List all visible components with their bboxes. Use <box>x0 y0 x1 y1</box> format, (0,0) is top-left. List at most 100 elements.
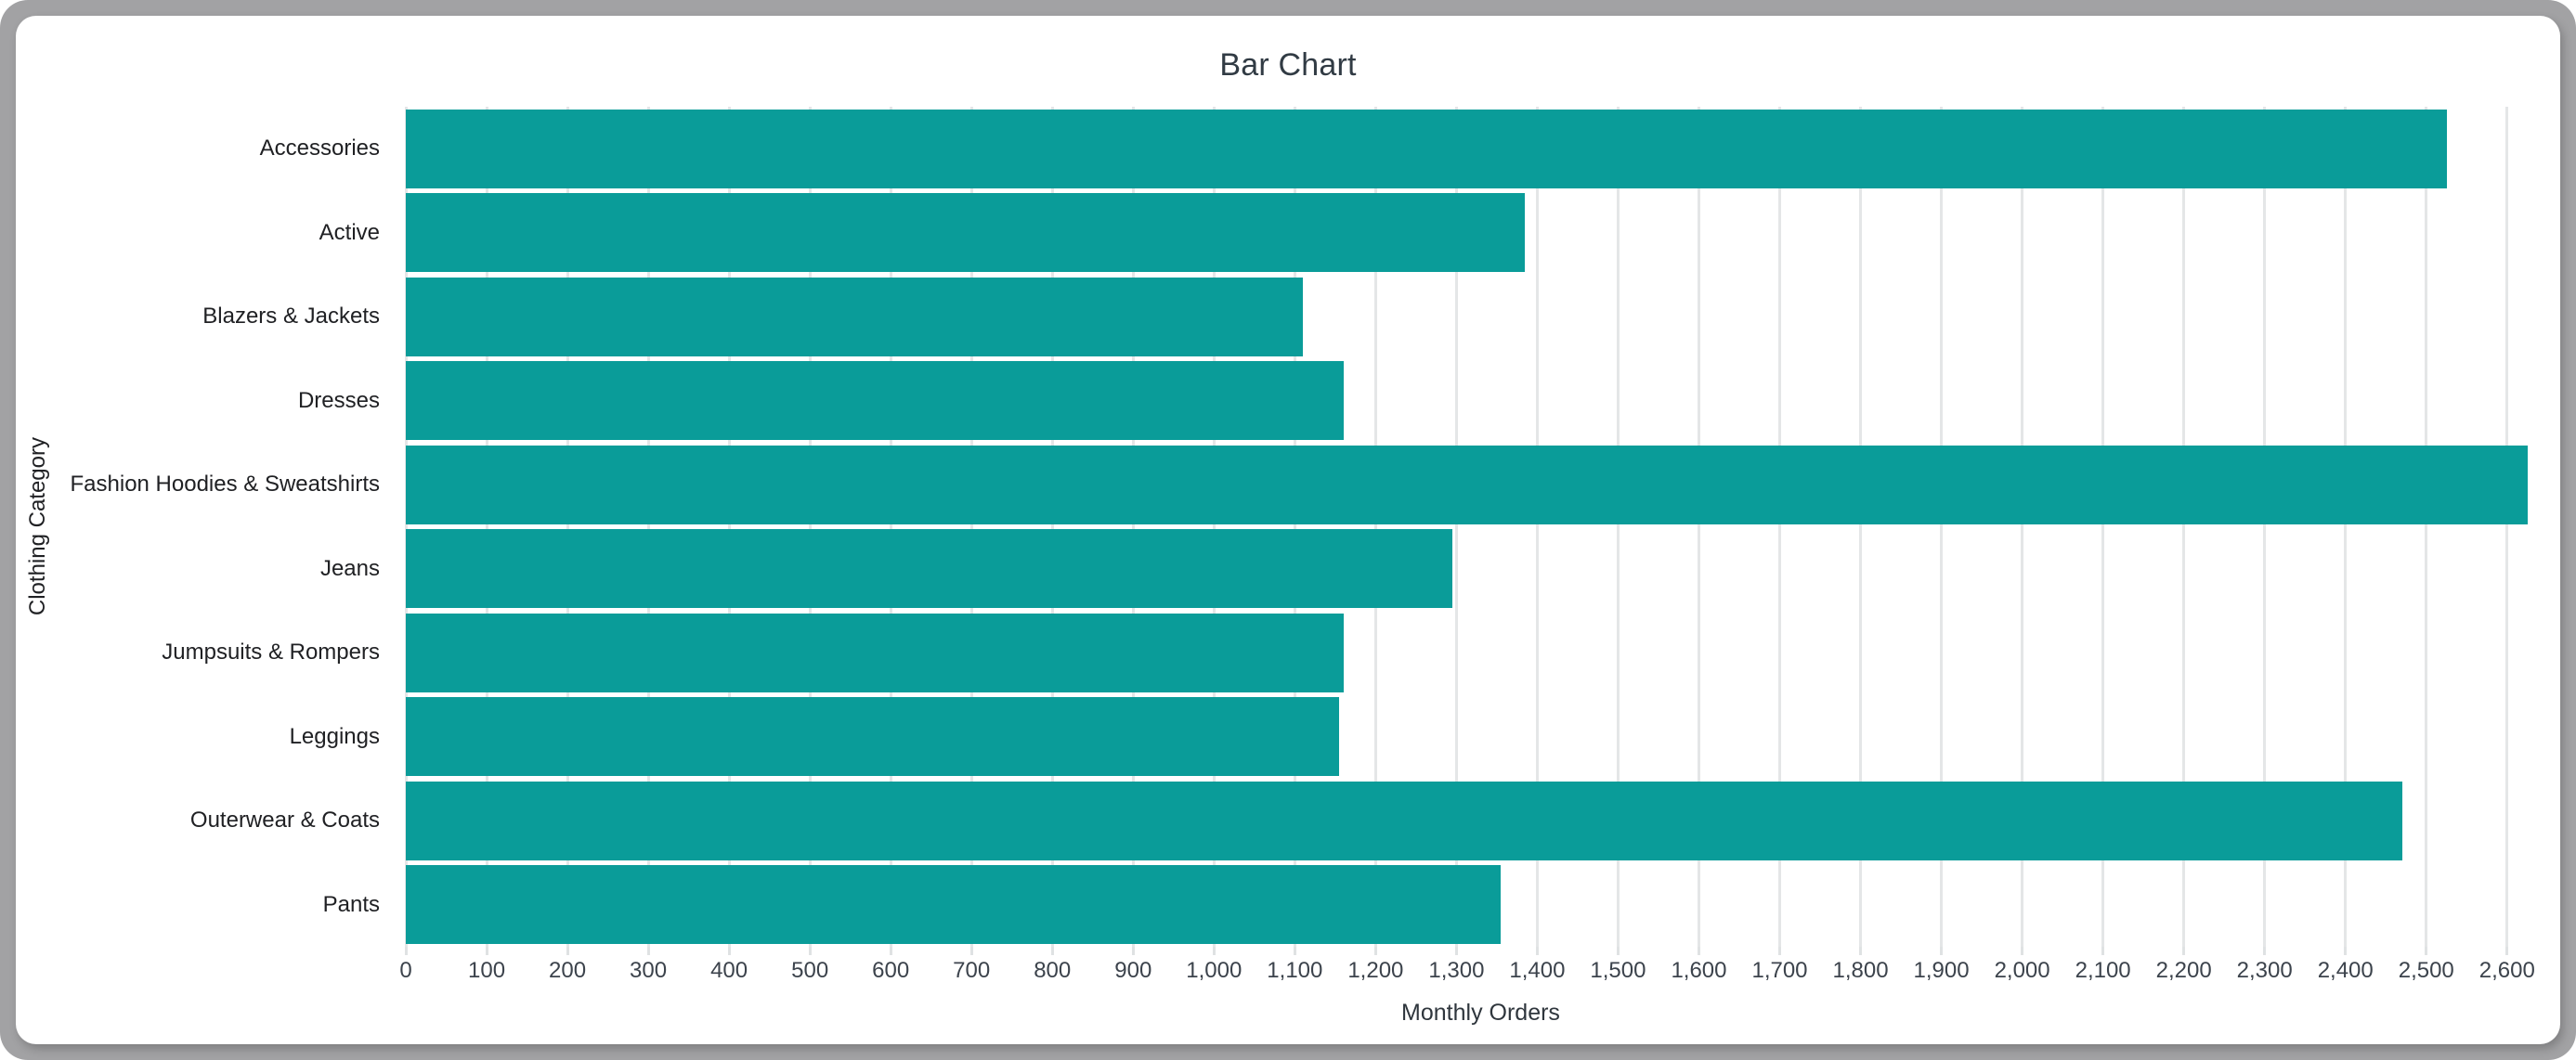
x-tick-label-1700: 1,700 <box>1751 958 1808 983</box>
x-tick-label-0: 0 <box>399 958 412 983</box>
gridline-500 <box>808 107 812 947</box>
axis-tick-900 <box>1131 947 1135 955</box>
axis-tick-100 <box>485 947 488 955</box>
gridline-1300 <box>1454 107 1458 947</box>
axis-tick-700 <box>969 947 973 955</box>
category-label-pants: Pants <box>49 863 406 948</box>
axis-tick-2500 <box>2425 947 2428 955</box>
category-label-leggings: Leggings <box>49 695 406 780</box>
y-axis-title: Clothing Category <box>25 437 50 616</box>
category-labels: Accessories Active Blazers & Jackets Dresse… <box>49 107 406 947</box>
gridline-200 <box>566 107 569 947</box>
axis-tick-300 <box>646 947 650 955</box>
gridline-1600 <box>1697 107 1700 947</box>
x-tick-label-1300: 1,300 <box>1428 958 1485 983</box>
gridline-1800 <box>1859 107 1863 947</box>
x-axis-title: Monthly Orders <box>1401 1000 1560 1026</box>
x-tick-label-200: 200 <box>549 958 587 983</box>
axis-tick-2100 <box>2101 947 2105 955</box>
axis-tick-600 <box>889 947 892 955</box>
x-tick-label-800: 800 <box>1034 958 1072 983</box>
x-tick-label-2300: 2,300 <box>2236 958 2293 983</box>
axis-tick-1500 <box>1616 947 1620 955</box>
gridline-600 <box>889 107 892 947</box>
axis-tick-1600 <box>1697 947 1700 955</box>
x-tick-label-1000: 1,000 <box>1186 958 1242 983</box>
bar-outerwear-coats[interactable] <box>406 781 2402 860</box>
category-label-outerwear-coats: Outerwear & Coats <box>49 779 406 863</box>
gridline-0 <box>404 107 408 947</box>
x-tick-label-2100: 2,100 <box>2075 958 2131 983</box>
gridline-2100 <box>2101 107 2105 947</box>
gridline-900 <box>1131 107 1135 947</box>
x-tick-label-2200: 2,200 <box>2155 958 2212 983</box>
bar-jumpsuits-rompers[interactable] <box>406 613 1344 692</box>
gridline-700 <box>969 107 973 947</box>
gridline-1500 <box>1616 107 1620 947</box>
axis-tick-2000 <box>2021 947 2024 955</box>
gridline-2000 <box>2021 107 2024 947</box>
gridline-100 <box>485 107 488 947</box>
category-label-text: Fashion Hoodies & Sweatshirts <box>70 472 381 498</box>
plot-area <box>404 107 2556 955</box>
x-tick-label-1600: 1,600 <box>1671 958 1727 983</box>
bar-leggings[interactable] <box>406 697 1340 777</box>
x-tick-label-300: 300 <box>630 958 668 983</box>
bar-row-active <box>406 191 2556 276</box>
axis-tick-2400 <box>2344 947 2348 955</box>
gridline-2600 <box>2505 107 2509 947</box>
x-tick-label-900: 900 <box>1114 958 1152 983</box>
x-tick-label-2400: 2,400 <box>2317 958 2374 983</box>
axis-tick-1400 <box>1535 947 1539 955</box>
bar-row-blazers-jackets <box>406 275 2556 359</box>
bar-pants[interactable] <box>406 865 1502 945</box>
axis-tick-200 <box>566 947 569 955</box>
bar-row-fashion-hoodies-sweatshirts <box>406 443 2556 527</box>
gridline-1200 <box>1373 107 1377 947</box>
x-tick-label-2500: 2,500 <box>2398 958 2454 983</box>
bar-row-jumpsuits-rompers <box>406 611 2556 695</box>
category-label-text: Jeans <box>319 555 380 581</box>
category-label-text: Dresses <box>297 387 380 413</box>
category-label-text: Leggings <box>289 723 380 749</box>
bar-dresses[interactable] <box>406 361 1344 441</box>
category-label-dresses: Dresses <box>49 359 406 444</box>
bar-active[interactable] <box>406 193 1526 273</box>
x-tick-label-500: 500 <box>791 958 829 983</box>
axis-tick-2300 <box>2263 947 2267 955</box>
category-label-text: Outerwear & Coats <box>189 808 380 834</box>
x-tick-label-100: 100 <box>467 958 506 983</box>
gridline-400 <box>727 107 731 947</box>
bar-blazers-jackets[interactable] <box>406 277 1304 356</box>
category-label-fashion-hoodies-sweatshirts: Fashion Hoodies & Sweatshirts <box>49 443 406 527</box>
category-label-active: Active <box>49 191 406 276</box>
bar-row-outerwear-coats <box>406 779 2556 863</box>
bar-row-pants <box>406 863 2556 948</box>
x-tick-label-1900: 1,900 <box>1913 958 1970 983</box>
axis-tick-0 <box>404 947 408 955</box>
axis-tick-1300 <box>1454 947 1458 955</box>
category-label-jumpsuits-rompers: Jumpsuits & Rompers <box>49 611 406 695</box>
bar-jeans[interactable] <box>406 529 1453 609</box>
gridline-2300 <box>2263 107 2267 947</box>
gridline-1400 <box>1535 107 1539 947</box>
x-tick-label-1800: 1,800 <box>1832 958 1889 983</box>
gridline-1700 <box>1778 107 1781 947</box>
gridline-2500 <box>2425 107 2428 947</box>
x-tick-label-1400: 1,400 <box>1509 958 1566 983</box>
category-label-text: Active <box>319 219 380 245</box>
category-label-text: Jumpsuits & Rompers <box>162 640 380 666</box>
chart-card: Bar Chart Clothing Category Accessories A… <box>16 16 2560 1044</box>
x-tick-label-400: 400 <box>710 958 748 983</box>
gridline-300 <box>646 107 650 947</box>
bar-fashion-hoodies-sweatshirts[interactable] <box>406 445 2528 524</box>
x-tick-label-2000: 2,000 <box>1994 958 2050 983</box>
axis-tick-2600 <box>2505 947 2509 955</box>
gridline-2200 <box>2182 107 2186 947</box>
category-label-jeans: Jeans <box>49 527 406 612</box>
gridline-2400 <box>2344 107 2348 947</box>
bar-accessories[interactable] <box>406 109 2447 188</box>
category-label-text: Pants <box>322 891 380 917</box>
category-label-accessories: Accessories <box>49 107 406 191</box>
